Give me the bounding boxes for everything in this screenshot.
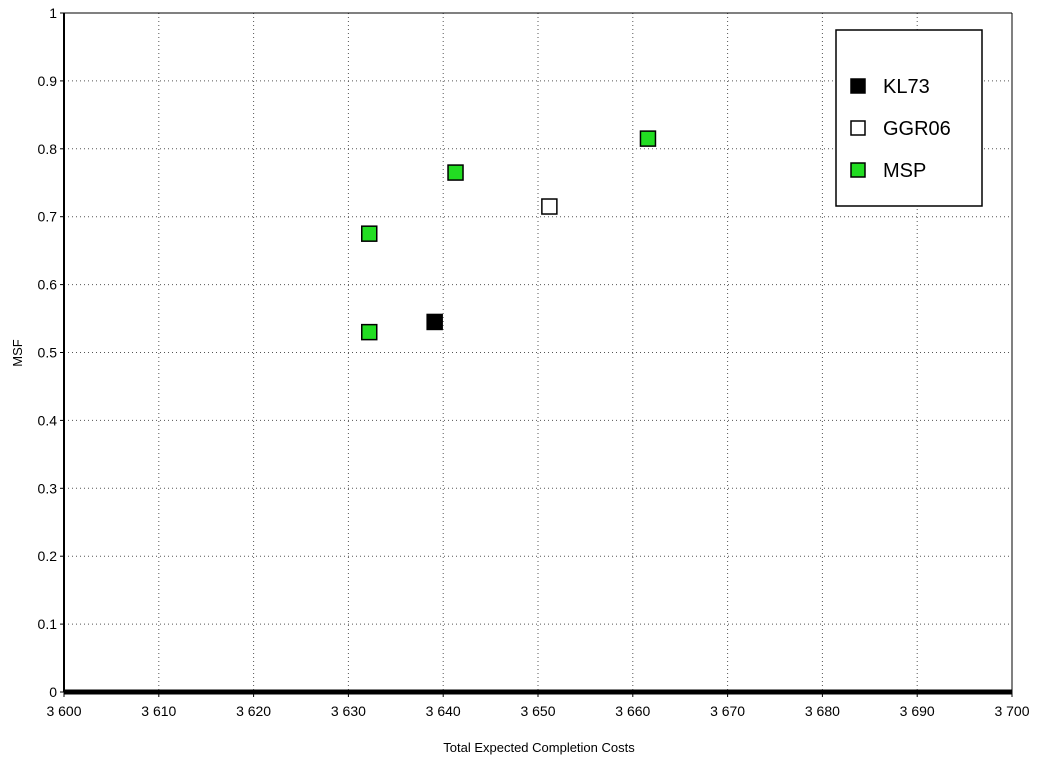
y-tick-label: 0 xyxy=(49,684,57,700)
legend-label-ggr06: GGR06 xyxy=(883,118,951,140)
x-tick-label: 3 620 xyxy=(236,703,271,719)
point-ggr06 xyxy=(541,198,558,215)
x-tick-label: 3 670 xyxy=(710,703,745,719)
y-tick-label: 0.2 xyxy=(38,548,58,564)
point-kl73 xyxy=(426,313,443,331)
x-tick-label: 3 680 xyxy=(805,703,840,719)
y-tick-label: 0.4 xyxy=(38,412,58,428)
point-msp xyxy=(361,225,378,242)
y-tick-label: 0.5 xyxy=(38,345,58,361)
legend-swatch-kl73 xyxy=(850,78,866,94)
x-tick-label: 3 640 xyxy=(426,703,461,719)
point-msp xyxy=(361,323,378,341)
x-tick-label: 3 610 xyxy=(141,703,176,719)
x-tick-label: 3 700 xyxy=(994,703,1029,719)
y-tick-label: 0.3 xyxy=(38,480,58,496)
y-tick-label: 0.8 xyxy=(38,141,58,157)
legend-swatch-ggr06 xyxy=(850,120,866,136)
axes xyxy=(60,12,1013,697)
x-axis-title: Total Expected Completion Costs xyxy=(443,740,635,755)
legend-swatch-msp xyxy=(850,162,866,178)
x-tick-label: 3 650 xyxy=(520,703,555,719)
data-points xyxy=(361,130,657,341)
y-tick-label: 0.9 xyxy=(38,73,58,89)
y-axis-title: MSF xyxy=(10,339,25,367)
y-tick-label: 0.1 xyxy=(38,616,58,632)
x-tick-label: 3 630 xyxy=(331,703,366,719)
y-tick-label: 0.6 xyxy=(38,277,58,293)
point-msp xyxy=(639,130,657,147)
x-tick-label: 3 600 xyxy=(46,703,81,719)
x-tick-label: 3 690 xyxy=(900,703,935,719)
tick-labels: 0 0.1 0.2 0.3 0.4 0.5 0.6 0.7 0.8 0.9 1 3 600 3 610 3… xyxy=(38,5,1030,719)
x-tick-label: 3 660 xyxy=(615,703,650,719)
legend-label-kl73: KL73 xyxy=(883,76,930,98)
y-tick-label: 0.7 xyxy=(38,209,58,225)
point-msp xyxy=(447,164,464,181)
y-tick-label: 1 xyxy=(49,5,57,21)
legend: KL73 GGR06 MSP xyxy=(835,29,983,207)
legend-label-msp: MSP xyxy=(883,160,926,182)
